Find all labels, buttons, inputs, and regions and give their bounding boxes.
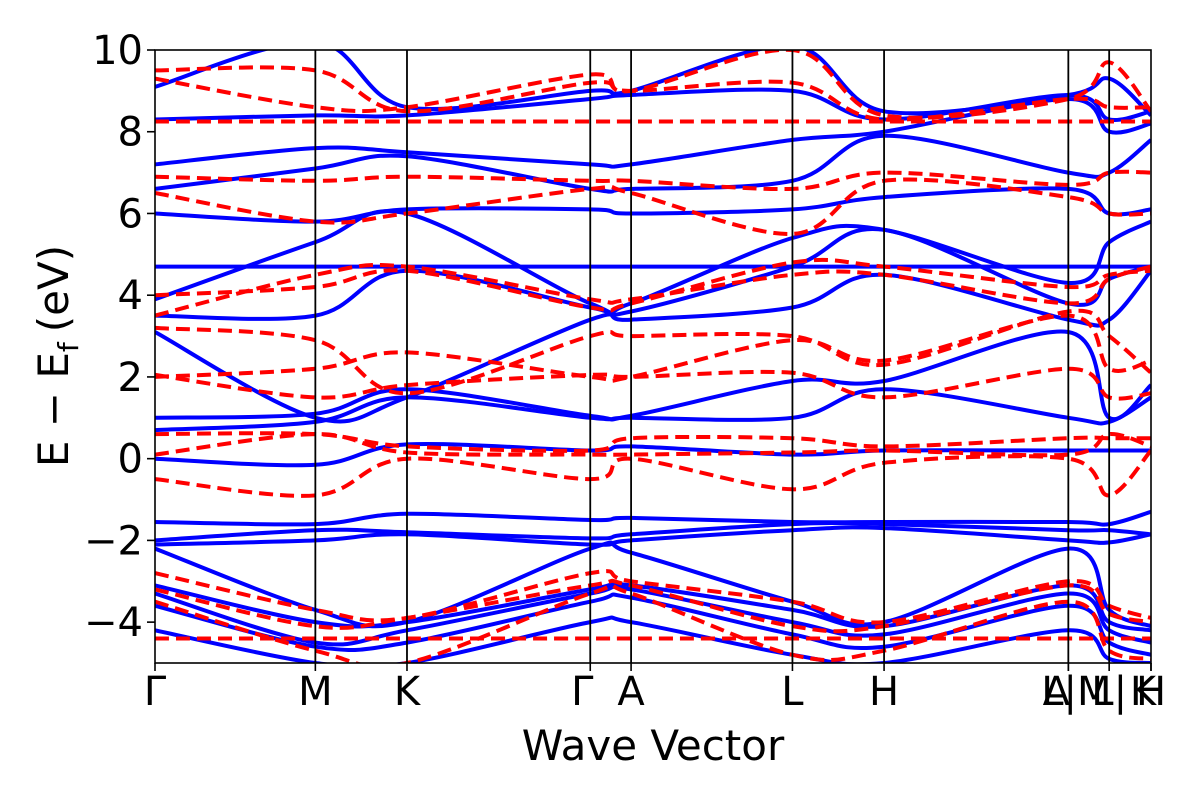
x-tick-label-0: Γ xyxy=(144,669,167,715)
band-line-solid-10 xyxy=(155,186,1151,224)
x-tick-label-1: M xyxy=(298,669,333,715)
x-axis-label: Wave Vector xyxy=(522,721,785,770)
y-axis-label-main: E − E xyxy=(29,352,78,467)
band-line-solid-11 xyxy=(155,133,1151,194)
x-tick-label-3: Γ xyxy=(571,669,594,715)
y-tick-label-2: 0 xyxy=(118,437,143,483)
y-tick-label-1: −2 xyxy=(84,518,143,564)
band-line-solid-6 xyxy=(155,329,1151,422)
band-line-dashed-24 xyxy=(155,313,1151,383)
y-tick-label-3: 2 xyxy=(118,355,143,401)
band-line-dashed-25 xyxy=(155,308,1151,396)
x-tick-label-6: H xyxy=(869,669,899,715)
x-tick-label-8: L|M xyxy=(1041,669,1111,715)
y-tick-label-6: 8 xyxy=(118,110,143,156)
y-tick-label-5: 6 xyxy=(118,191,143,237)
band-line-dashed-22 xyxy=(155,431,1151,453)
y-tick-label-4: 4 xyxy=(118,273,143,319)
y-axis-label-unit: (eV) xyxy=(29,245,78,332)
kpoint-divider-lines xyxy=(314,50,1111,663)
band-line-dashed-32 xyxy=(155,65,1151,122)
band-line-dashed-20 xyxy=(155,449,1151,498)
band-line-dashed-28 xyxy=(155,177,1151,236)
x-tick-label-5: L xyxy=(781,669,804,715)
x-tick-label-9: L| xyxy=(1091,669,1127,715)
x-tick-label-4: A xyxy=(617,669,645,715)
band-line-dashed-36 xyxy=(155,583,1151,663)
band-line-solid-18 xyxy=(155,592,1151,657)
band-line-solid-15 xyxy=(155,540,1151,629)
y-axis-ticks: −4 −2 0 2 4 6 8 10 xyxy=(84,28,155,646)
band-line-solid-16 xyxy=(155,581,1151,633)
band-line-solid-8 xyxy=(155,226,1151,321)
plot-area xyxy=(155,50,1151,663)
x-tick-label-11: H xyxy=(1136,669,1166,715)
x-axis-ticks: Γ M K Γ A L H AL|ML| KH xyxy=(144,663,1166,715)
band-line-solid-1 xyxy=(155,509,1151,527)
y-axis-label-group: E − Ef (eV) xyxy=(29,245,85,467)
band-line-solid-7 xyxy=(155,269,1151,424)
band-line-dashed-31 xyxy=(155,50,1151,120)
x-tick-label-2: K xyxy=(394,669,422,715)
band-line-dashed-23 xyxy=(155,366,1151,401)
x-tick-label-7: A xyxy=(1043,669,1071,715)
band-line-solid-17 xyxy=(155,584,1151,647)
y-tick-label-7: 10 xyxy=(92,28,143,74)
plot-frame xyxy=(154,49,1152,664)
y-axis-label-subscript: f xyxy=(52,341,85,352)
y-tick-label-0: −4 xyxy=(84,600,143,646)
x-tick-label-10: K xyxy=(1130,669,1158,715)
y-axis-label: E − Ef (eV) xyxy=(29,245,85,467)
